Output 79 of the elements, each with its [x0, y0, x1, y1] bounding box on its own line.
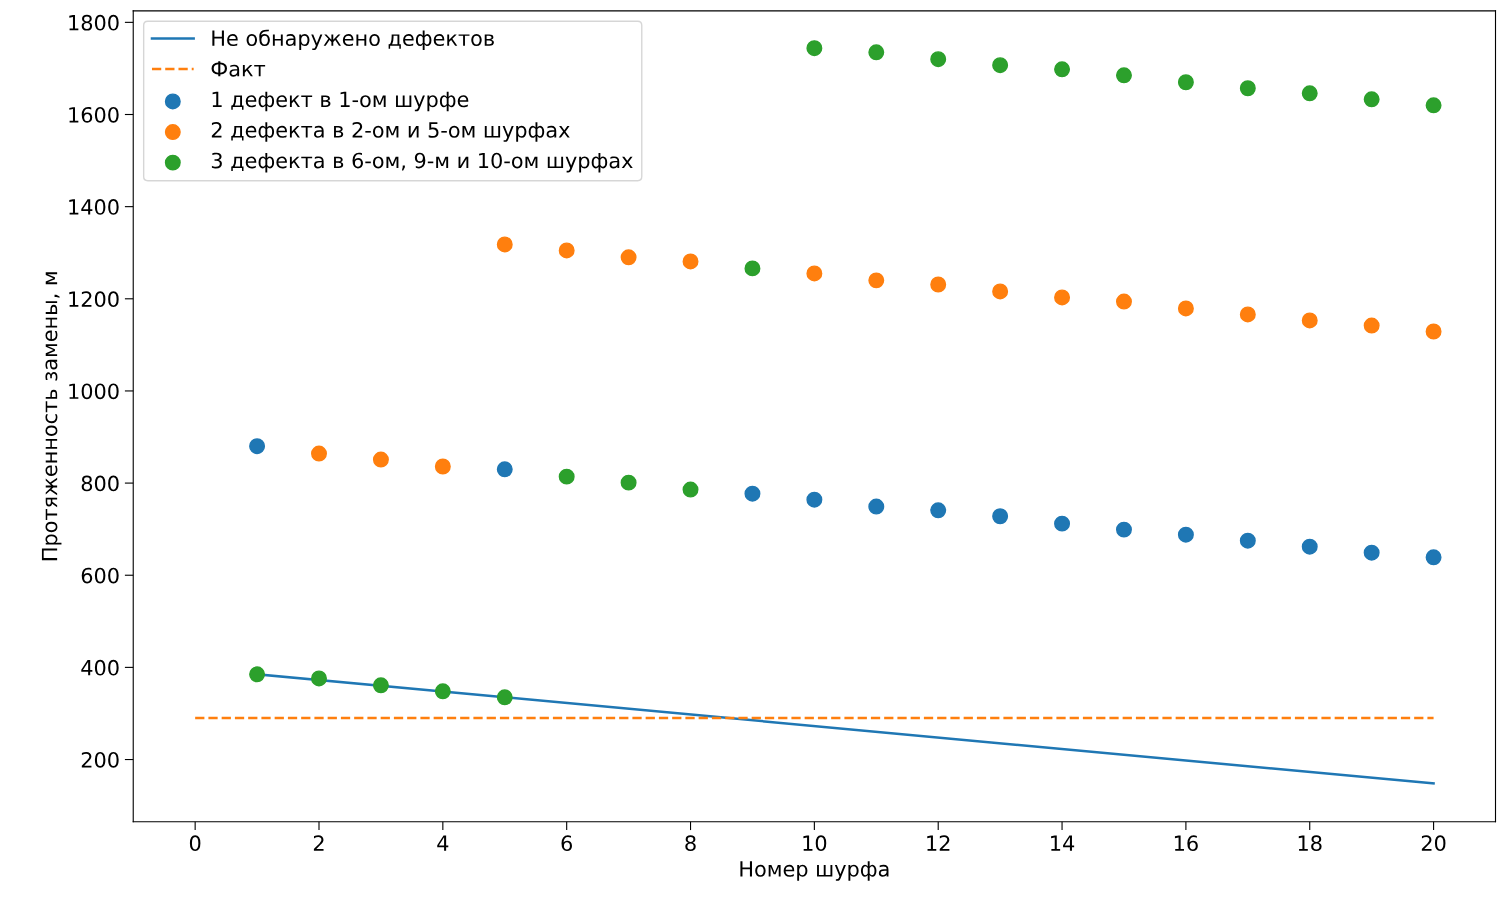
point — [744, 485, 761, 502]
point — [930, 502, 947, 519]
point — [1239, 306, 1256, 323]
point — [1425, 97, 1442, 114]
point — [930, 276, 947, 293]
x-tick-label: 4 — [437, 835, 449, 851]
point — [311, 445, 327, 462]
point — [620, 249, 637, 266]
x-tick-label: 8 — [685, 835, 696, 852]
x-tick-label: 16 — [1174, 835, 1198, 852]
point — [1301, 85, 1318, 102]
point — [1363, 317, 1380, 334]
legend-label: 1 дефект в 1-ом шурфе — [212, 91, 469, 112]
point — [1054, 515, 1071, 532]
point — [434, 683, 451, 700]
point — [558, 242, 575, 259]
point — [682, 481, 699, 498]
point — [558, 468, 575, 485]
legend-label: 3 дефекта в 6-ом, 9-м и 10-ом шурфах — [211, 152, 633, 173]
y-tick-label: 1800 — [69, 14, 119, 31]
x-tick-label: 6 — [561, 835, 572, 852]
x-axis-title: Номер шурфа — [740, 861, 889, 881]
point — [496, 236, 513, 253]
x-tick-label: 2 — [313, 835, 324, 851]
point — [372, 677, 389, 694]
point — [1239, 532, 1256, 549]
point — [1054, 61, 1071, 78]
y-tick-label: 1600 — [69, 106, 119, 123]
point — [992, 283, 1009, 300]
point — [1115, 67, 1132, 84]
point — [1239, 80, 1256, 97]
y-axis-title: Протяженность замены, м — [41, 272, 62, 561]
x-tick-label: 20 — [1421, 835, 1446, 852]
point — [992, 508, 1009, 525]
point — [1301, 538, 1318, 555]
point — [682, 253, 699, 270]
y-tick-label: 800 — [81, 475, 119, 492]
point — [806, 265, 823, 282]
x-tick-label: 14 — [1051, 835, 1075, 851]
x-tick-label: 18 — [1298, 835, 1322, 852]
point — [496, 461, 513, 478]
point — [868, 498, 885, 515]
point — [496, 689, 513, 706]
y-tick-label: 600 — [81, 567, 119, 584]
point — [744, 260, 761, 277]
point — [249, 438, 266, 455]
point — [806, 40, 823, 57]
x-tick-label: 0 — [189, 835, 201, 852]
x-tick-label: 10 — [803, 835, 827, 852]
point — [1363, 91, 1380, 108]
legend-label: 2 дефекта в 2-ом и 5-ом шурфах — [211, 122, 570, 142]
point — [1115, 293, 1132, 310]
point — [806, 491, 823, 508]
y-tick-label: 400 — [81, 659, 119, 676]
point — [372, 451, 389, 468]
point — [434, 458, 451, 475]
point — [249, 666, 266, 683]
point — [1177, 300, 1194, 317]
point — [1054, 289, 1071, 306]
point — [1425, 323, 1442, 340]
point — [1363, 544, 1380, 561]
point — [930, 51, 947, 68]
point — [868, 44, 885, 61]
y-tick-label: 1000 — [69, 383, 119, 400]
y-tick-label: 200 — [81, 751, 119, 768]
point — [1177, 526, 1194, 543]
legend-label: Не обнаружено дефектов — [212, 29, 494, 51]
point — [1301, 312, 1318, 329]
point — [992, 57, 1009, 74]
x-tick-label: 12 — [927, 835, 950, 851]
point — [311, 670, 327, 687]
point — [868, 272, 885, 289]
y-tick-label: 1200 — [69, 291, 119, 308]
point — [1425, 549, 1442, 566]
point — [620, 474, 637, 491]
point — [1177, 74, 1194, 91]
y-tick-label: 1400 — [69, 199, 119, 215]
point — [1115, 521, 1132, 538]
legend-label: Факт — [211, 61, 266, 77]
